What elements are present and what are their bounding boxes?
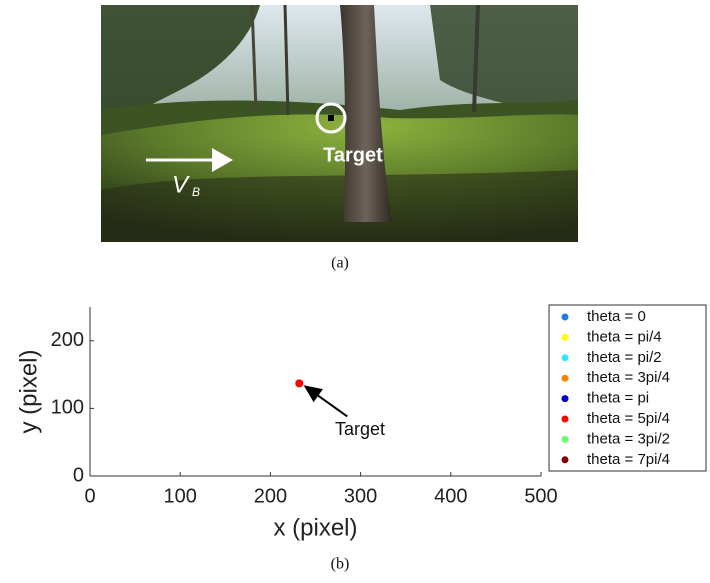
plot: 0 100 200 300 400 500 0 100 200 x (pixel) y (pixel… [15, 305, 706, 541]
x-axis-label: x (pixel) [273, 514, 357, 541]
x-tick-label: 100 [164, 485, 197, 507]
annotation: Target [335, 419, 385, 439]
y-axis-label: y (pixel) [15, 349, 42, 433]
x-tick-label: 300 [344, 485, 377, 507]
legend-marker [562, 436, 569, 443]
legend-label: theta = pi/4 [587, 328, 662, 345]
legend-label: theta = pi [587, 390, 649, 407]
legend-label: theta = 5pi/4 [587, 410, 670, 427]
x-tick-label: 0 [84, 485, 95, 507]
annotation-arrow [305, 386, 347, 416]
legend-marker [562, 456, 569, 463]
figure: Target V B (a) (b) 0 100 200 300 400 500 0 100 2… [0, 0, 710, 578]
legend-label: theta = pi/2 [587, 349, 662, 366]
target-label: Target [323, 144, 383, 166]
legend-label: theta = 3pi/4 [587, 369, 670, 386]
x-tick-label: 500 [524, 485, 557, 507]
photo: Target V B [101, 5, 578, 242]
y-tick-label: 200 [51, 329, 84, 351]
legend-marker [562, 375, 569, 382]
y-tick-label: 0 [73, 464, 84, 486]
legend-marker [562, 314, 569, 321]
x-tick-label: 200 [254, 485, 287, 507]
caption-b: (b) [331, 556, 350, 573]
point [295, 379, 303, 387]
legend-marker [562, 334, 569, 341]
legend-label: theta = 0 [587, 308, 646, 325]
legend-label: theta = 7pi/4 [587, 451, 670, 468]
legend-marker [562, 416, 569, 423]
legend-label: theta = 3pi/2 [587, 430, 670, 447]
x-tick-label: 400 [434, 485, 467, 507]
velocity-subscript: B [192, 185, 200, 199]
y-tick-label: 100 [51, 397, 84, 419]
legend-marker [562, 354, 569, 361]
velocity-label: V [172, 171, 190, 198]
legend-marker [562, 395, 569, 402]
caption-a: (a) [331, 255, 349, 272]
